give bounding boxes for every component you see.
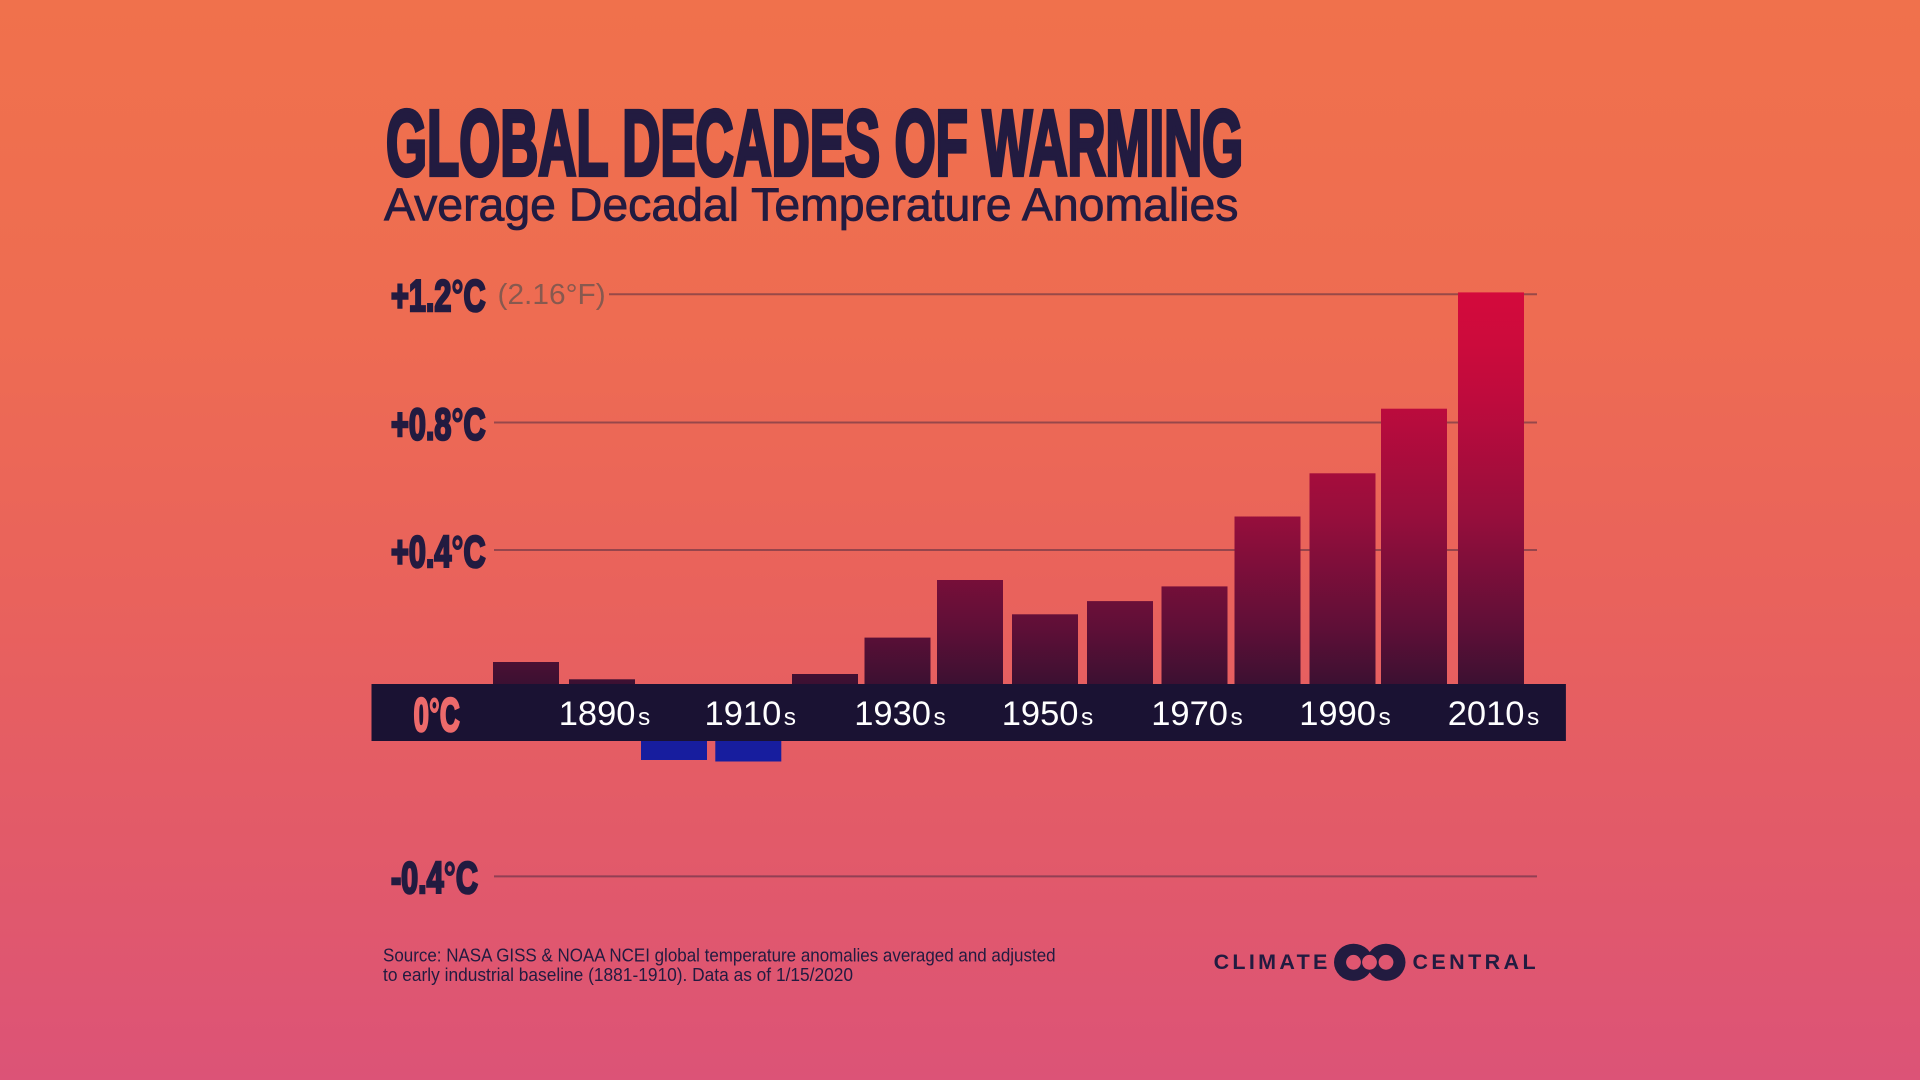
svg-text:Average Decadal Temperature An: Average Decadal Temperature Anomalies <box>384 179 1239 231</box>
svg-text:GLOBAL DECADES OF WARMING: GLOBAL DECADES OF WARMING <box>386 93 1243 196</box>
svg-text:CLIMATE: CLIMATE <box>1214 950 1331 974</box>
svg-text:+0.4°C: +0.4°C <box>391 527 486 577</box>
svg-text:+0.8°C: +0.8°C <box>391 400 486 450</box>
svg-text:+1.2°C: +1.2°C <box>391 271 486 321</box>
svg-text:to early industrial baseline (: to early industrial baseline (1881-1910)… <box>383 964 853 985</box>
svg-text:0°C: 0°C <box>414 689 460 741</box>
svg-text:CENTRAL: CENTRAL <box>1413 950 1540 974</box>
svg-text:Source: NASA GISS & NOAA NCEI: Source: NASA GISS & NOAA NCEI global tem… <box>383 945 1056 966</box>
svg-text:-0.4°C: -0.4°C <box>391 854 478 904</box>
svg-text:(2.16°F): (2.16°F) <box>498 280 606 311</box>
